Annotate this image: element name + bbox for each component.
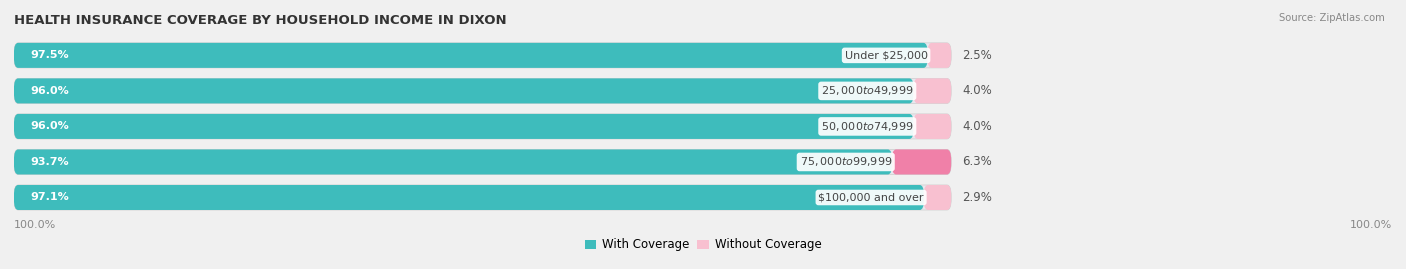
FancyBboxPatch shape [14, 150, 893, 175]
FancyBboxPatch shape [14, 43, 928, 68]
FancyBboxPatch shape [14, 185, 924, 210]
Text: Under $25,000: Under $25,000 [845, 50, 928, 60]
FancyBboxPatch shape [14, 78, 914, 103]
FancyBboxPatch shape [924, 185, 952, 210]
FancyBboxPatch shape [14, 114, 914, 139]
FancyBboxPatch shape [891, 150, 952, 175]
Text: 100.0%: 100.0% [14, 220, 56, 229]
Text: $75,000 to $99,999: $75,000 to $99,999 [800, 155, 891, 168]
FancyBboxPatch shape [14, 114, 952, 139]
Text: 93.7%: 93.7% [31, 157, 69, 167]
FancyBboxPatch shape [14, 43, 952, 68]
Text: 96.0%: 96.0% [31, 121, 69, 132]
FancyBboxPatch shape [14, 78, 952, 103]
Text: $100,000 and over: $100,000 and over [818, 193, 924, 203]
FancyBboxPatch shape [928, 43, 952, 68]
Text: 97.5%: 97.5% [31, 50, 69, 60]
Text: $25,000 to $49,999: $25,000 to $49,999 [821, 84, 914, 97]
FancyBboxPatch shape [914, 114, 952, 139]
Text: 4.0%: 4.0% [962, 84, 991, 97]
Legend: With Coverage, Without Coverage: With Coverage, Without Coverage [579, 234, 827, 256]
Text: HEALTH INSURANCE COVERAGE BY HOUSEHOLD INCOME IN DIXON: HEALTH INSURANCE COVERAGE BY HOUSEHOLD I… [14, 14, 506, 27]
Text: Source: ZipAtlas.com: Source: ZipAtlas.com [1279, 13, 1385, 23]
Text: 96.0%: 96.0% [31, 86, 69, 96]
Text: 97.1%: 97.1% [31, 193, 69, 203]
Text: 100.0%: 100.0% [1350, 220, 1392, 229]
Text: 2.5%: 2.5% [962, 49, 991, 62]
Text: 6.3%: 6.3% [962, 155, 991, 168]
FancyBboxPatch shape [914, 78, 952, 103]
Text: $50,000 to $74,999: $50,000 to $74,999 [821, 120, 914, 133]
Text: 4.0%: 4.0% [962, 120, 991, 133]
FancyBboxPatch shape [14, 185, 952, 210]
FancyBboxPatch shape [14, 150, 952, 175]
Text: 2.9%: 2.9% [962, 191, 991, 204]
